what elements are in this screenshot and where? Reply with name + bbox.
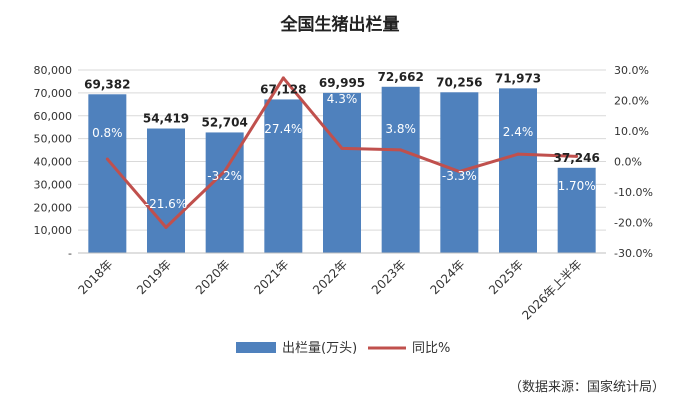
right-tick-label: -10.0% — [614, 186, 653, 199]
bar — [557, 167, 596, 253]
right-tick-label: 10.0% — [614, 125, 649, 138]
bar-value-label: 72,662 — [378, 70, 424, 84]
line-value-label: -21.6% — [145, 197, 187, 211]
line-value-label: 1.70% — [558, 179, 596, 193]
legend-swatch-bar — [236, 342, 276, 353]
left-tick-label: 10,000 — [34, 224, 73, 237]
bar-series — [88, 86, 596, 254]
x-tick-label: 2018年 — [75, 257, 115, 297]
data-source: （数据来源：国家统计局） — [508, 380, 665, 395]
line-point — [457, 170, 461, 174]
right-axis: -30.0% -20.0% -10.0% 0.0% 10.0% 20.0% 30.0% — [614, 64, 653, 260]
left-tick-label: 70,000 — [34, 87, 73, 100]
x-tick-label: 2019年 — [134, 257, 174, 297]
line-point — [340, 146, 344, 150]
bar-value-labels: 69,382 54,419 52,704 67,128 69,995 72,662 70,2… — [84, 70, 600, 165]
legend-label-line: 同比% — [412, 341, 450, 356]
bar-value-label: 69,995 — [319, 76, 365, 90]
x-tick-label: 2024年 — [427, 257, 467, 297]
legend: 出栏量(万头) 同比% — [236, 341, 450, 356]
x-tick-label: 2022年 — [310, 257, 350, 297]
x-tick-label: 2020年 — [193, 257, 233, 297]
legend-label-bar: 出栏量(万头) — [282, 341, 357, 356]
bar — [147, 128, 185, 253]
bar-value-label: 37,246 — [554, 151, 600, 165]
line-point — [164, 225, 168, 229]
x-tick-label: 2021年 — [251, 257, 291, 297]
bar-value-label: 54,419 — [143, 112, 189, 126]
line-value-label: 2.4% — [503, 125, 534, 139]
line-value-labels: 0.8% -21.6% -3.2% 27.4% 4.3% 3.8% -3.3% 2.4% 1.7… — [92, 92, 596, 211]
left-tick-label: 80,000 — [34, 64, 73, 77]
left-tick-label: 40,000 — [34, 156, 73, 169]
line-value-label: -3.2% — [207, 169, 242, 183]
left-tick-label: 60,000 — [34, 110, 73, 123]
line-point — [281, 76, 285, 80]
line-point — [516, 152, 520, 156]
x-axis: 2018年 2019年 2020年 2021年 2022年 2023年 2024年 2025年… — [75, 252, 606, 323]
x-tick-label: 2025年 — [486, 257, 526, 297]
right-tick-label: 30.0% — [614, 64, 649, 77]
line-value-label: 27.4% — [264, 122, 302, 136]
line-value-label: 0.8% — [92, 126, 123, 140]
bar-value-label: 70,256 — [436, 75, 482, 89]
left-tick-label: - — [68, 247, 72, 260]
left-tick-label: 20,000 — [34, 201, 73, 214]
left-tick-label: 30,000 — [34, 178, 73, 191]
bar — [323, 92, 361, 253]
bar-value-label: 71,973 — [495, 71, 541, 85]
bar-value-label: 52,704 — [202, 115, 248, 129]
line-value-label: 3.8% — [385, 122, 416, 136]
line-point — [399, 148, 403, 152]
left-tick-label: 50,000 — [34, 133, 73, 146]
line-point — [223, 169, 227, 173]
line-point — [105, 157, 109, 161]
right-tick-label: 0.0% — [614, 156, 642, 169]
line-point — [575, 154, 579, 158]
bar-value-label: 69,382 — [84, 77, 130, 91]
x-tick-label: 2026年上半年 — [519, 257, 584, 322]
bar — [264, 99, 303, 253]
left-axis: - 10,000 20,000 30,000 40,000 50,000 60,000 70,… — [34, 64, 73, 260]
right-tick-label: 20.0% — [614, 95, 649, 108]
line-value-label: 4.3% — [327, 92, 358, 106]
right-tick-label: -20.0% — [614, 217, 653, 230]
bar-value-label: 67,128 — [260, 82, 306, 96]
line-series — [105, 76, 579, 229]
bar — [499, 88, 537, 254]
chart-title: 全国生猪出栏量 — [280, 14, 400, 35]
right-tick-label: -30.0% — [614, 247, 653, 260]
bar — [381, 86, 420, 253]
line-value-label: -3.3% — [442, 169, 477, 183]
x-tick-label: 2023年 — [369, 257, 409, 297]
